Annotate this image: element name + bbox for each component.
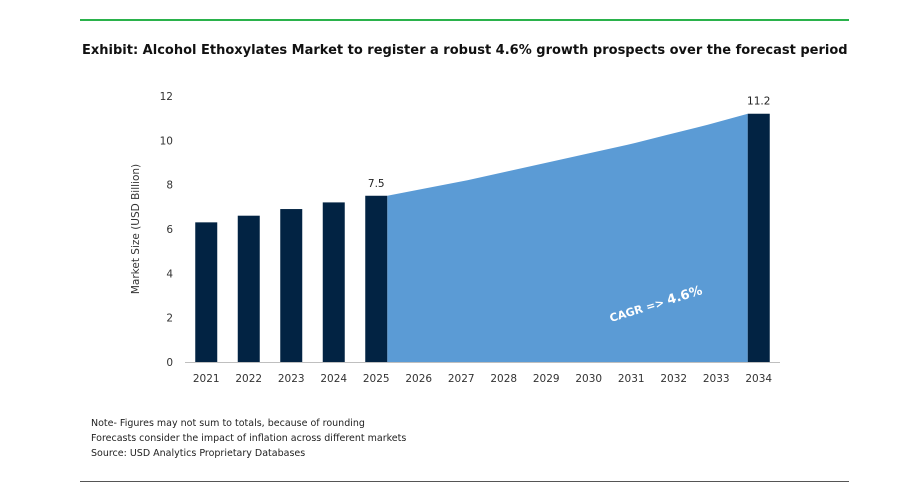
chart-notes: Note- Figures may not sum to totals, bec… (91, 416, 406, 461)
data-label-2025: 7.5 (368, 178, 385, 190)
y-tick-label: 2 (166, 313, 173, 325)
data-label-2034: 11.2 (747, 96, 770, 108)
note-inflation: Forecasts consider the impact of inflati… (91, 433, 407, 444)
x-tick-label: 2034 (745, 373, 772, 385)
y-tick-label: 12 (160, 91, 173, 103)
x-tick-label: 2030 (575, 373, 602, 385)
y-axis-label: Market Size (USD Billion) (130, 164, 142, 294)
market-size-chart: 2021 2022 2023 2024 2025 2026 2027 2028 2029 2030… (130, 91, 780, 385)
x-tick-label: 2027 (448, 373, 475, 385)
bar-2021 (195, 222, 218, 362)
x-tick-label: 2032 (660, 373, 687, 385)
plot-area: 2021 2022 2023 2024 2025 2026 2027 2028 2029 2030… (130, 91, 780, 385)
forecast-area (387, 113, 748, 362)
x-tick-label: 2024 (320, 373, 347, 385)
bar-2022 (237, 215, 260, 362)
bar-2025 (365, 195, 388, 362)
x-tick-label: 2022 (235, 373, 262, 385)
y-tick-label: 8 (166, 180, 173, 192)
bar-2023 (280, 209, 303, 362)
note-source: Source: USD Analytics Proprietary Databa… (91, 448, 306, 459)
y-tick-label: 4 (166, 268, 173, 280)
bottom-rule (80, 481, 849, 482)
x-tick-label: 2033 (703, 373, 730, 385)
x-tick-label: 2026 (405, 373, 432, 385)
x-tick-label: 2028 (490, 373, 517, 385)
chart-title: Exhibit: Alcohol Ethoxylates Market to r… (82, 43, 848, 58)
x-tick-label: 2029 (533, 373, 560, 385)
x-tick-label: 2021 (193, 373, 220, 385)
y-tick-label: 6 (166, 224, 173, 236)
bar-2034 (747, 113, 770, 362)
top-accent-rule (80, 19, 849, 21)
bar-2024 (322, 202, 345, 362)
y-tick-label: 0 (166, 357, 173, 369)
y-tick-label: 10 (160, 135, 173, 147)
x-tick-label: 2025 (363, 373, 390, 385)
x-tick-label: 2023 (278, 373, 305, 385)
note-rounding: Note- Figures may not sum to totals, bec… (91, 418, 365, 429)
x-tick-label: 2031 (618, 373, 645, 385)
